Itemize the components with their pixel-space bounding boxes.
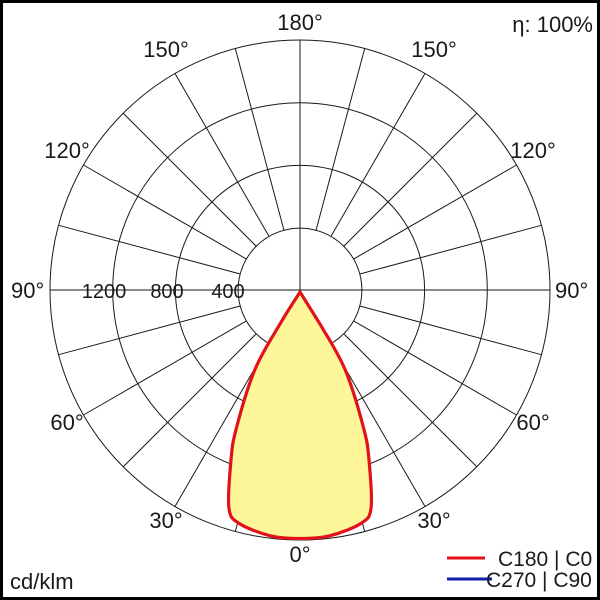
svg-text:60°: 60°: [50, 410, 83, 435]
svg-text:η: 100%: η: 100%: [512, 12, 593, 37]
svg-text:180°: 180°: [277, 10, 323, 35]
svg-text:30°: 30°: [417, 508, 450, 533]
svg-text:1200: 1200: [82, 281, 127, 303]
svg-text:800: 800: [150, 281, 183, 303]
svg-text:120°: 120°: [510, 138, 556, 163]
svg-text:60°: 60°: [516, 410, 549, 435]
svg-text:0°: 0°: [289, 542, 310, 567]
svg-text:90°: 90°: [11, 278, 44, 303]
svg-text:150°: 150°: [411, 37, 457, 62]
svg-text:C270 | C90: C270 | C90: [486, 569, 592, 592]
svg-text:30°: 30°: [149, 508, 182, 533]
svg-text:150°: 150°: [143, 37, 189, 62]
svg-text:90°: 90°: [555, 278, 588, 303]
svg-text:120°: 120°: [44, 138, 90, 163]
svg-text:C180 | C0: C180 | C0: [498, 548, 592, 571]
svg-text:400: 400: [211, 281, 244, 303]
svg-text:cd/klm: cd/klm: [10, 569, 74, 594]
